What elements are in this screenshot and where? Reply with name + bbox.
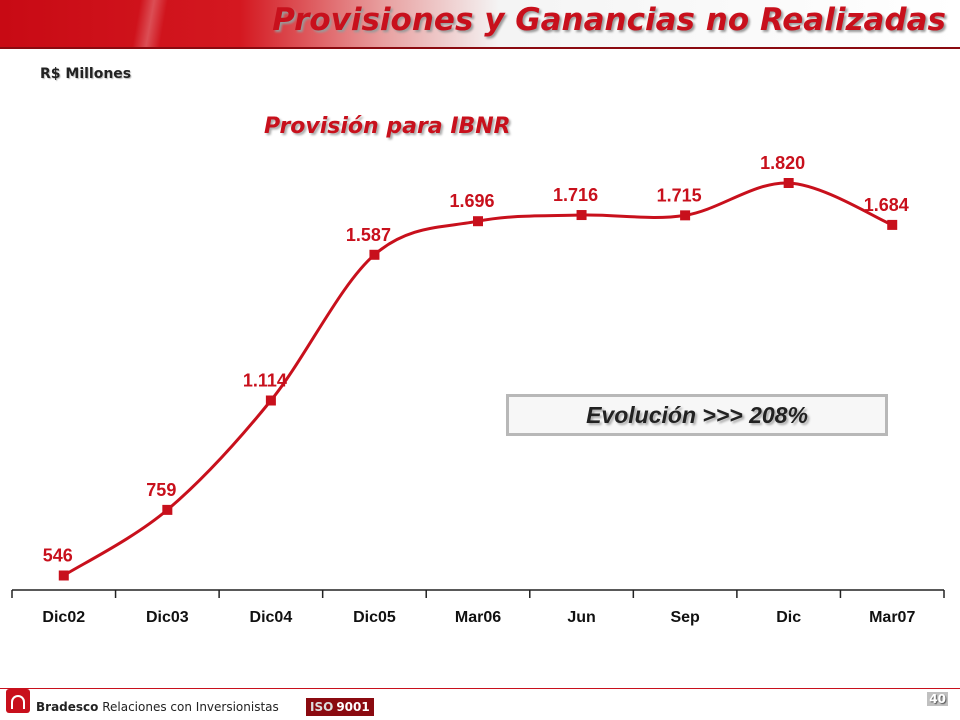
x-tick-label: Dic02	[42, 609, 85, 626]
x-tick-label: Dic03	[146, 609, 189, 626]
bradesco-logo-icon	[6, 689, 30, 713]
iso-label: ISO	[310, 700, 334, 714]
data-value-label: 759	[146, 480, 176, 500]
footer: Bradesco Relaciones con Inversionistas I…	[0, 682, 960, 720]
data-point-marker	[783, 178, 794, 188]
data-point-marker	[576, 210, 587, 221]
page-number: 40	[927, 692, 948, 706]
footer-brand-suffix: Relaciones con Inversionistas	[102, 700, 279, 714]
data-point-marker	[473, 216, 483, 227]
footer-rule	[0, 688, 960, 689]
chart-title: Provisión para IBNR	[264, 114, 511, 139]
iso-badge: ISO 9001	[306, 698, 374, 716]
evolution-callout: Evolución >>> 208%	[506, 394, 888, 436]
data-value-label: 1.820	[760, 153, 805, 173]
units-label: R$ Millones	[40, 66, 132, 82]
data-point-marker	[58, 570, 69, 581]
data-point-marker	[265, 395, 276, 406]
x-tick-label: Dic	[776, 609, 801, 626]
data-value-label: 1.684	[864, 195, 909, 215]
evolution-callout-text: Evolución >>> 208%	[586, 402, 808, 428]
x-tick-label: Mar07	[869, 609, 915, 626]
data-value-label: 1.587	[346, 225, 391, 245]
ibnr-series-line	[62, 181, 893, 577]
header-swoosh	[120, 0, 180, 48]
x-tick-label: Mar06	[455, 609, 501, 626]
data-value-label: 1.114	[243, 371, 287, 391]
footer-brand: Bradesco Relaciones con Inversionistas	[36, 700, 279, 714]
iso-number: 9001	[336, 700, 370, 714]
header-rule	[0, 47, 960, 49]
x-tick-label: Sep	[670, 609, 700, 626]
data-point-marker	[887, 219, 898, 230]
data-value-label: 546	[43, 546, 73, 566]
data-point-marker	[162, 504, 173, 515]
data-value-label: 1.715	[657, 185, 702, 205]
header-banner	[0, 0, 960, 48]
footer-brand-name: Bradesco	[36, 700, 99, 714]
x-tick-label: Dic04	[250, 609, 293, 626]
x-tick-label: Jun	[567, 609, 595, 626]
data-value-label: 1.716	[553, 185, 598, 205]
page-title: Provisiones y Ganancias no Realizadas	[272, 2, 946, 38]
data-point-marker	[369, 249, 380, 260]
data-value-label: 1.696	[449, 191, 494, 211]
data-point-marker	[680, 210, 691, 221]
x-tick-label: Dic05	[353, 609, 396, 626]
